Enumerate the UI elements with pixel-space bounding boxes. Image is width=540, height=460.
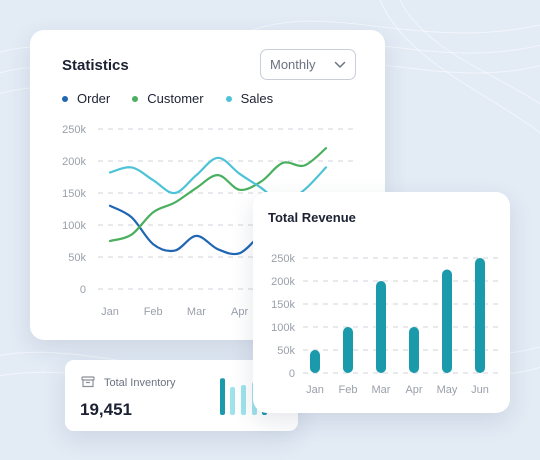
chevron-down-icon bbox=[334, 61, 346, 68]
legend-label-sales: Sales bbox=[240, 91, 274, 106]
y-tick-label: 0 bbox=[80, 284, 86, 296]
inventory-bar bbox=[230, 387, 235, 415]
inventory-bar bbox=[241, 385, 246, 415]
legend-item-order[interactable]: Order bbox=[62, 91, 110, 106]
revenue-bar-mar[interactable] bbox=[376, 281, 386, 373]
x-tick-label: Jun bbox=[471, 384, 489, 396]
period-select-value: Monthly bbox=[270, 57, 316, 72]
legend-label-order: Order bbox=[77, 91, 111, 106]
revenue-title: Total Revenue bbox=[268, 210, 356, 225]
legend-item-customer[interactable]: Customer bbox=[132, 91, 204, 106]
x-tick-label: Apr bbox=[231, 306, 248, 318]
x-tick-label: Mar bbox=[187, 306, 206, 318]
revenue-bar-feb[interactable] bbox=[343, 327, 353, 373]
revenue-chart: 0 50k 100k 150k 200k 250k Jan Feb Mar Apr May Jun bbox=[271, 253, 498, 396]
series-line-order[interactable] bbox=[108, 204, 263, 256]
x-tick-label: May bbox=[437, 384, 458, 396]
legend-dot-sales bbox=[225, 95, 232, 102]
revenue-bar-may[interactable] bbox=[442, 269, 452, 374]
y-tick-label: 100k bbox=[271, 322, 295, 334]
y-tick-label: 250k bbox=[62, 124, 86, 136]
y-tick-label: 100k bbox=[62, 220, 86, 232]
series-line-customer[interactable] bbox=[108, 147, 328, 243]
y-tick-label: 200k bbox=[62, 156, 86, 168]
period-select[interactable]: Monthly bbox=[260, 49, 356, 80]
x-tick-label: Feb bbox=[144, 306, 163, 318]
y-tick-label: 250k bbox=[271, 253, 295, 265]
statistics-legend: Order Customer Sales bbox=[62, 91, 295, 106]
statistics-title: Statistics bbox=[62, 57, 129, 74]
y-tick-label: 50k bbox=[277, 345, 295, 357]
legend-item-sales[interactable]: Sales bbox=[225, 91, 274, 106]
x-tick-label: Mar bbox=[372, 384, 391, 396]
y-tick-label: 150k bbox=[62, 188, 86, 200]
revenue-bar-jun[interactable] bbox=[475, 258, 485, 373]
y-tick-label: 50k bbox=[68, 252, 86, 264]
y-tick-label: 0 bbox=[289, 368, 295, 380]
y-tick-label: 200k bbox=[271, 276, 295, 288]
revenue-bar-apr[interactable] bbox=[409, 327, 419, 373]
revenue-card: 0 50k 100k 150k 200k 250k Jan Feb Mar Apr May Jun T… bbox=[253, 192, 510, 413]
x-tick-label: Jan bbox=[101, 306, 119, 318]
inventory-label: Total Inventory bbox=[104, 377, 176, 389]
x-tick-label: Apr bbox=[405, 384, 422, 396]
x-tick-label: Jan bbox=[306, 384, 324, 396]
revenue-bar-jan[interactable] bbox=[310, 350, 320, 373]
y-tick-label: 150k bbox=[271, 299, 295, 311]
legend-dot-customer bbox=[132, 95, 139, 102]
legend-label-customer: Customer bbox=[147, 91, 204, 106]
x-tick-label: Feb bbox=[339, 384, 358, 396]
inventory-bar bbox=[220, 378, 225, 415]
legend-dot-order bbox=[62, 95, 68, 102]
archive-box-icon bbox=[81, 376, 95, 388]
inventory-value: 19,451 bbox=[80, 400, 132, 419]
